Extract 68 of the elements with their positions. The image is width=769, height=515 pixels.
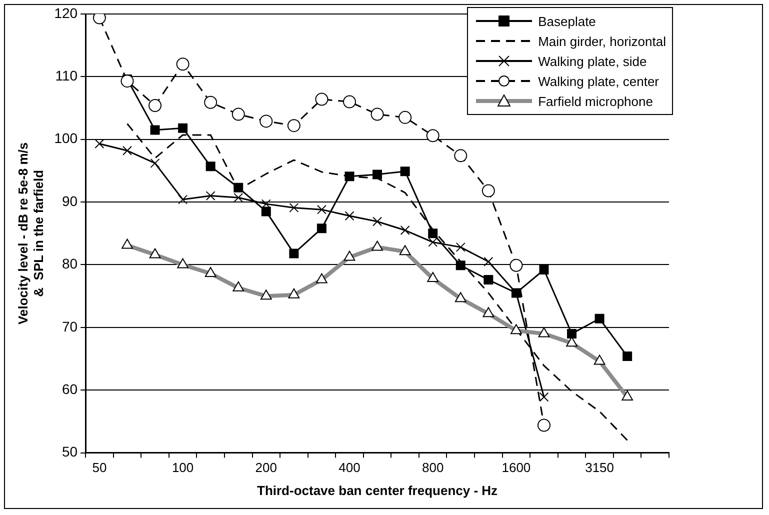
point [567, 328, 577, 338]
legend-label: Walking plate, side [538, 54, 647, 68]
point [261, 199, 271, 209]
y-tick-label: 50 [62, 444, 78, 460]
point [484, 275, 494, 285]
point [510, 258, 523, 272]
point [120, 74, 134, 88]
point [178, 123, 188, 133]
point [150, 125, 160, 135]
point [234, 192, 244, 202]
point [150, 158, 160, 168]
legend-label: Farfield microphone [538, 94, 653, 108]
y-tick-label: 70 [62, 318, 78, 334]
point [342, 95, 356, 108]
point [370, 108, 384, 121]
point [594, 314, 604, 324]
point [289, 248, 299, 258]
point [482, 184, 495, 198]
point [537, 418, 550, 432]
point [178, 194, 188, 204]
y-tick-label: 90 [62, 192, 78, 209]
point [94, 139, 104, 148]
y-axis-title: Velocity level - dB re 5e-8 m/s & SPL in the farfield [15, 142, 46, 324]
x-tick-label: 100 [172, 460, 194, 476]
point [426, 129, 440, 142]
point [206, 162, 216, 172]
point [372, 170, 382, 180]
y-tick-label: 110 [55, 68, 78, 84]
point [315, 92, 328, 106]
point [316, 224, 326, 234]
point [372, 216, 382, 226]
x-tick-label: 200 [255, 460, 277, 476]
x-axis-title: Third-octave ban center frequency - Hz [257, 482, 498, 498]
point [428, 228, 438, 238]
legend-label: Walking plate, center [538, 74, 660, 88]
point [344, 211, 354, 221]
point [204, 96, 218, 109]
point [261, 206, 271, 216]
x-tick-label: 800 [422, 460, 444, 476]
point [122, 146, 132, 156]
point [148, 99, 162, 112]
point [539, 265, 549, 274]
x-tick-label: 400 [338, 460, 360, 476]
x-tick-label: 1600 [502, 460, 531, 476]
point [316, 204, 326, 214]
point [400, 166, 410, 176]
point [484, 256, 494, 266]
point [289, 202, 299, 212]
point [456, 260, 466, 270]
point [287, 119, 300, 132]
point [622, 352, 632, 362]
point [260, 114, 273, 128]
y-tick-label: 100 [54, 130, 78, 146]
x-tick-label: 3150 [585, 460, 614, 476]
point [454, 149, 468, 162]
point [176, 58, 190, 71]
point [232, 108, 245, 121]
x-tick-label: 50 [92, 460, 107, 476]
legend-label: Baseplate [538, 14, 596, 28]
y-tick-label: 120 [54, 4, 78, 21]
point [400, 226, 410, 236]
point [428, 237, 438, 247]
legend-label: Main girder, horizontal [538, 34, 666, 48]
point [456, 242, 466, 252]
y-tick-label: 60 [62, 380, 78, 397]
point [206, 191, 216, 201]
point [539, 392, 549, 402]
y-tick-label: 80 [62, 256, 78, 272]
